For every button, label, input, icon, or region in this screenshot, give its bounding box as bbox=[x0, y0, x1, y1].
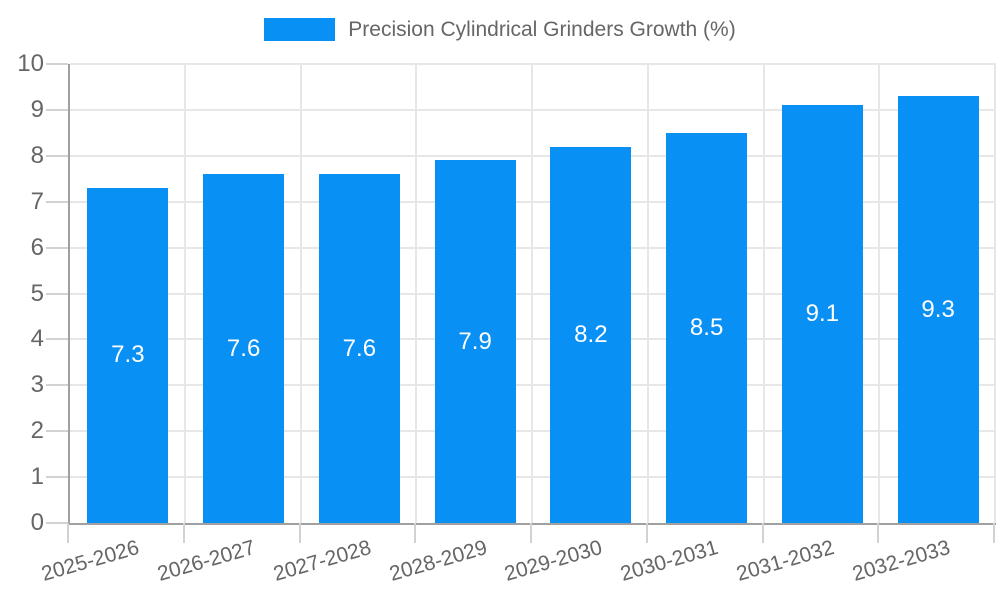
x-axis-tick bbox=[298, 523, 301, 543]
y-axis-label: 0 bbox=[30, 509, 44, 536]
bar-cell: 9.3 bbox=[880, 64, 996, 523]
bar[interactable]: 8.2 bbox=[550, 146, 632, 523]
gridline-horizontal bbox=[70, 63, 996, 65]
gridline-vertical bbox=[299, 64, 302, 523]
gridline-vertical bbox=[994, 64, 996, 523]
y-axis-label: 8 bbox=[30, 141, 44, 169]
x-axis-label: 2028-2029 bbox=[386, 536, 490, 586]
bar[interactable]: 7.9 bbox=[434, 160, 516, 523]
bar-cell: 7.3 bbox=[70, 64, 186, 523]
bar[interactable]: 7.6 bbox=[318, 174, 400, 523]
gridline-horizontal bbox=[70, 108, 996, 111]
y-axis-tick bbox=[46, 338, 68, 341]
bar-value-label: 7.6 bbox=[342, 334, 377, 362]
bar-cell: 7.6 bbox=[186, 64, 302, 523]
gridline-horizontal bbox=[70, 292, 996, 295]
x-axis-tick bbox=[67, 523, 69, 543]
y-axis-tick bbox=[46, 154, 68, 157]
x-axis-label: 2032-2033 bbox=[849, 536, 953, 586]
bar-value-label: 7.9 bbox=[458, 327, 492, 355]
bar[interactable]: 9.1 bbox=[781, 105, 863, 523]
gridline-vertical bbox=[531, 64, 533, 523]
gridline-vertical bbox=[646, 64, 649, 523]
y-axis-label: 6 bbox=[30, 233, 44, 261]
gridline-horizontal bbox=[70, 476, 996, 479]
bar-cell: 8.2 bbox=[533, 64, 649, 523]
x-axis-tick bbox=[414, 523, 417, 543]
bar[interactable]: 8.5 bbox=[666, 132, 748, 523]
y-axis-tick bbox=[46, 200, 68, 203]
bar-cell: 7.6 bbox=[302, 64, 418, 523]
x-axis-label: 2027-2028 bbox=[270, 536, 374, 586]
bars-layer: 7.3 7.6 7.6 7.9 8.2 8.5 9.1 9.3 bbox=[70, 64, 996, 523]
y-axis-label: 2 bbox=[30, 417, 44, 445]
y-axis-label: 5 bbox=[30, 279, 44, 307]
bar[interactable]: 7.6 bbox=[203, 174, 285, 523]
x-axis-tick bbox=[182, 523, 185, 543]
x-axis-label: 2030-2031 bbox=[618, 536, 721, 586]
legend: Precision Cylindrical Grinders Growth (%… bbox=[0, 17, 1000, 42]
gridline-horizontal bbox=[70, 430, 996, 433]
bar-value-label: 8.2 bbox=[574, 320, 608, 348]
gridline-horizontal bbox=[70, 338, 996, 341]
bar-value-label: 9.3 bbox=[921, 295, 955, 323]
y-axis-tick bbox=[46, 63, 68, 65]
bar-value-label: 7.6 bbox=[226, 334, 261, 362]
gridline-horizontal bbox=[70, 384, 996, 387]
bar-value-label: 8.5 bbox=[689, 313, 724, 341]
y-axis-label: 3 bbox=[30, 371, 44, 399]
y-axis-label: 1 bbox=[30, 463, 44, 491]
bar-cell: 9.1 bbox=[765, 64, 881, 523]
x-axis-label: 2025-2026 bbox=[39, 536, 143, 586]
legend-label: Precision Cylindrical Grinders Growth (%… bbox=[348, 18, 736, 41]
gridline-vertical bbox=[878, 64, 881, 523]
plot-area: 7.3 7.6 7.6 7.9 8.2 8.5 9.1 9.3 bbox=[68, 63, 996, 525]
x-axis-label: 2031-2032 bbox=[733, 536, 837, 586]
bar[interactable]: 7.3 bbox=[87, 187, 169, 523]
gridline-vertical bbox=[415, 64, 418, 523]
y-axis-label: 7 bbox=[30, 187, 44, 215]
legend-item[interactable]: Precision Cylindrical Grinders Growth (%… bbox=[264, 17, 736, 42]
x-axis-tick bbox=[993, 523, 995, 543]
gridline-horizontal bbox=[70, 154, 996, 157]
bar-value-label: 9.1 bbox=[805, 300, 840, 328]
y-axis-label: 4 bbox=[30, 325, 44, 353]
y-axis-tick bbox=[46, 384, 68, 387]
y-axis-tick bbox=[46, 430, 68, 433]
gridline-vertical bbox=[762, 64, 765, 523]
y-axis-label: 9 bbox=[30, 95, 44, 123]
bar-cell: 8.5 bbox=[649, 64, 765, 523]
bar-cell: 7.9 bbox=[417, 64, 533, 523]
gridline-vertical bbox=[183, 64, 186, 523]
x-axis-label: 2026-2027 bbox=[155, 536, 258, 586]
bar[interactable]: 9.3 bbox=[897, 96, 979, 523]
y-axis-tick bbox=[46, 108, 68, 111]
bar-value-label: 7.3 bbox=[111, 341, 145, 369]
x-axis-label: 2029-2030 bbox=[502, 536, 606, 586]
y-axis-tick bbox=[46, 476, 68, 479]
x-axis-tick bbox=[877, 523, 880, 543]
y-axis-tick bbox=[46, 522, 68, 524]
x-axis-tick bbox=[530, 523, 532, 543]
y-axis-label: 10 bbox=[17, 50, 44, 77]
gridline-horizontal bbox=[70, 246, 996, 249]
x-axis-tick bbox=[761, 523, 764, 543]
y-axis-tick bbox=[46, 246, 68, 249]
x-axis-tick bbox=[645, 523, 648, 543]
legend-swatch-icon bbox=[264, 18, 336, 42]
gridline-horizontal bbox=[70, 200, 996, 203]
y-axis-tick bbox=[46, 292, 68, 295]
